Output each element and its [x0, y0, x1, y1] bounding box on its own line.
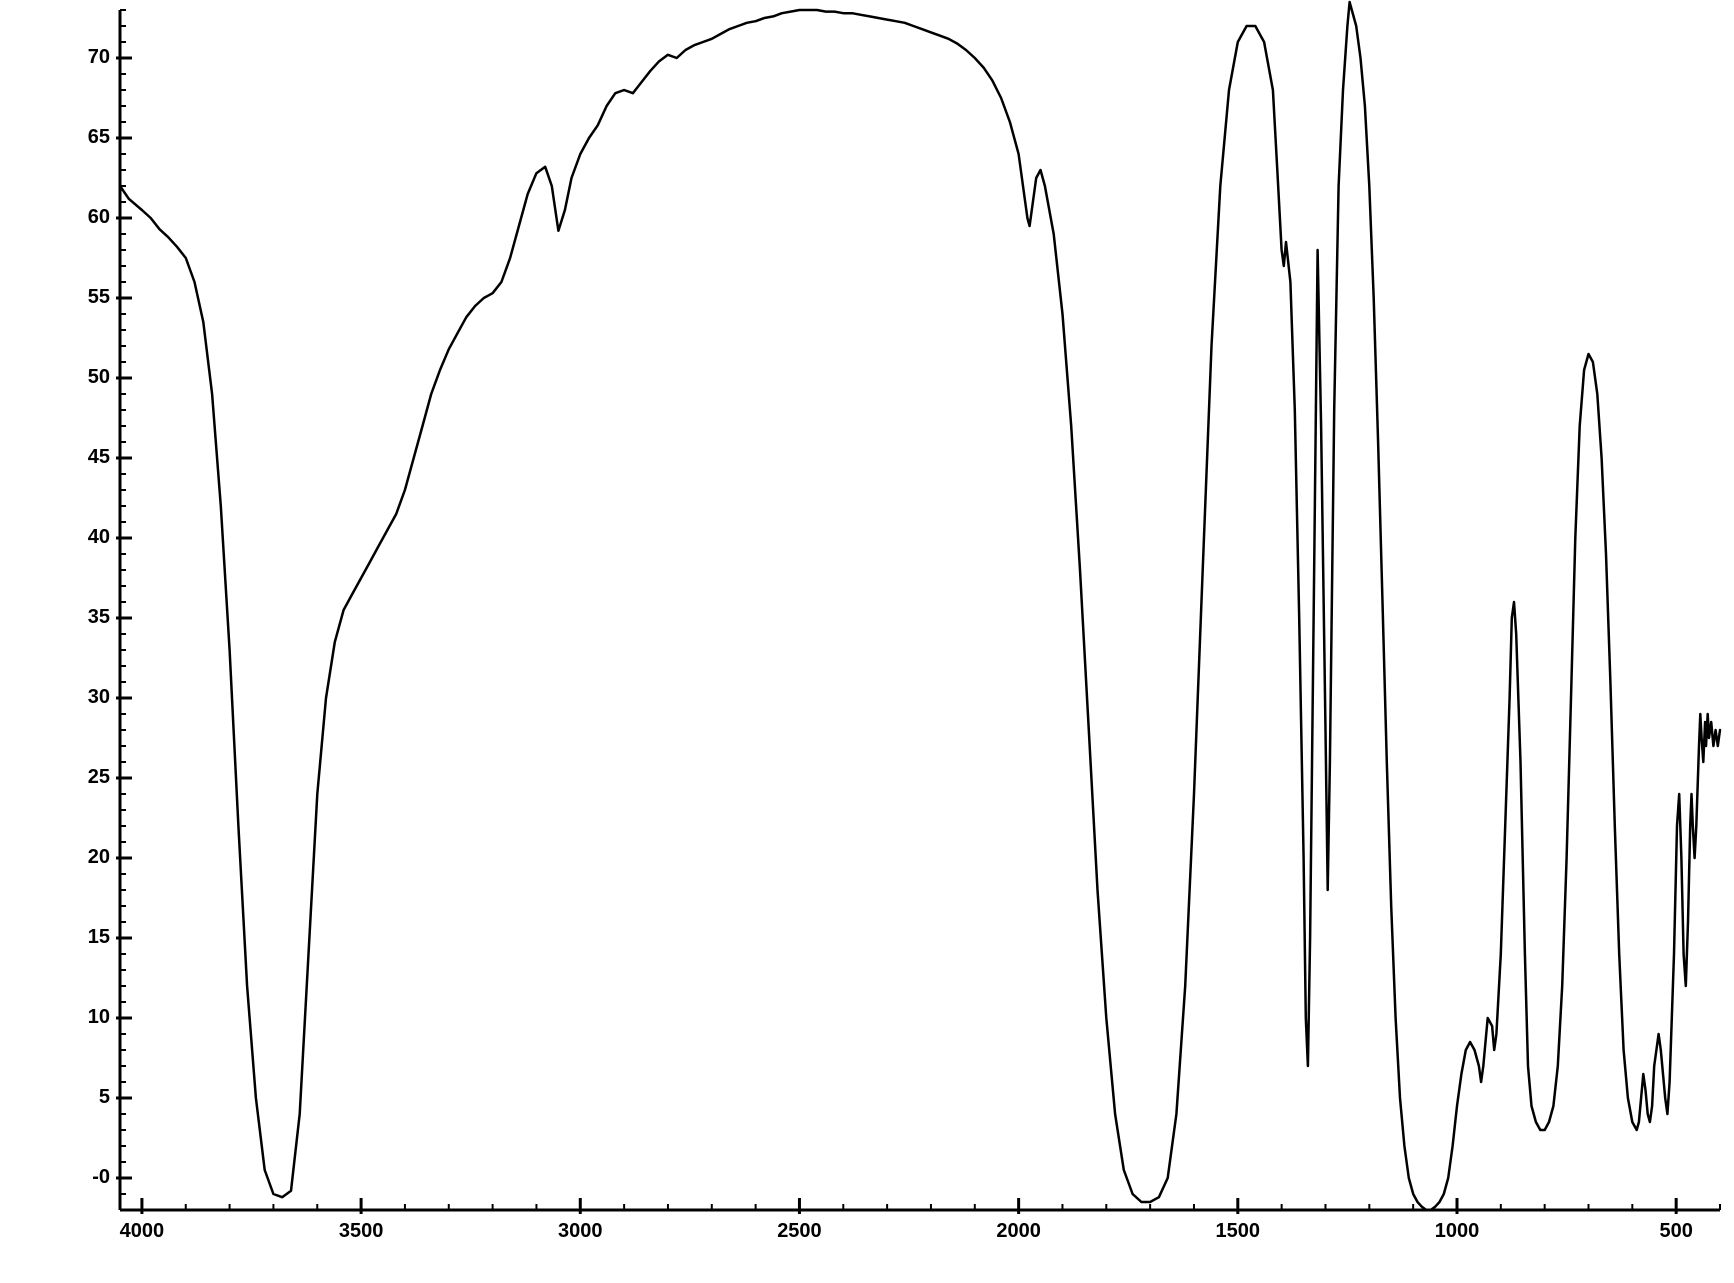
xtick-label: 4000: [120, 1220, 165, 1243]
ytick-label: 50: [88, 366, 110, 389]
ytick-label: 35: [88, 606, 110, 629]
chart-svg: [0, 0, 1734, 1283]
xtick-label: 3500: [339, 1220, 384, 1243]
ir-spectrum-chart: %Transmittance Wavenumbers (cm-1) -05101…: [0, 0, 1734, 1283]
ytick-label: -0: [92, 1166, 110, 1189]
xtick-label: 1500: [1216, 1220, 1261, 1243]
ytick-label: 60: [88, 206, 110, 229]
ytick-label: 40: [88, 526, 110, 549]
ytick-label: 30: [88, 686, 110, 709]
ytick-label: 15: [88, 926, 110, 949]
ytick-label: 45: [88, 446, 110, 469]
ytick-label: 70: [88, 46, 110, 69]
xtick-label: 500: [1659, 1220, 1692, 1243]
ytick-label: 5: [99, 1086, 110, 1109]
ytick-label: 55: [88, 286, 110, 309]
ytick-label: 20: [88, 846, 110, 869]
xtick-label: 3000: [558, 1220, 603, 1243]
xtick-label: 1000: [1435, 1220, 1480, 1243]
ytick-label: 65: [88, 126, 110, 149]
ytick-label: 10: [88, 1006, 110, 1029]
xtick-label: 2500: [777, 1220, 822, 1243]
xtick-label: 2000: [996, 1220, 1041, 1243]
ytick-label: 25: [88, 766, 110, 789]
